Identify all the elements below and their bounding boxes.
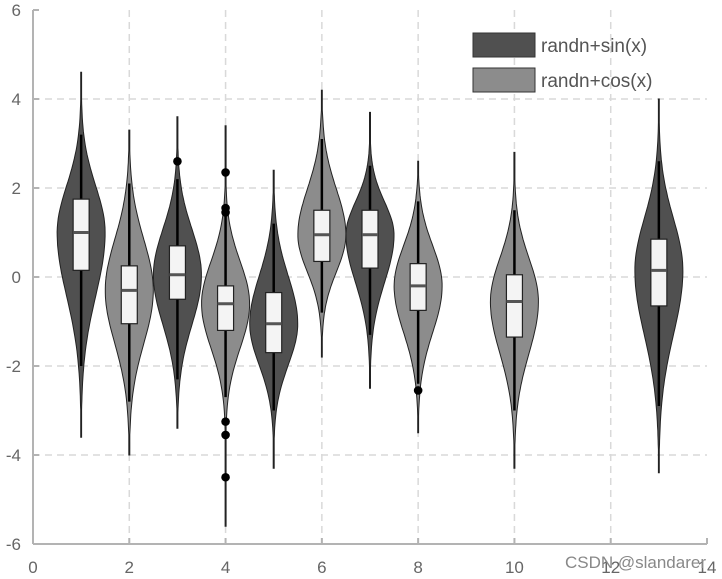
x-tick-label: 2 — [125, 558, 134, 577]
y-tick-label: 4 — [12, 90, 21, 109]
y-tick-label: 0 — [12, 268, 21, 287]
legend: randn+sin(x) randn+cos(x) — [472, 32, 652, 93]
violin-outlier — [221, 472, 230, 482]
violin-outlier — [221, 208, 230, 217]
legend-swatch-sin — [472, 32, 536, 58]
violin-outlier — [221, 417, 230, 426]
violin-box — [120, 265, 138, 325]
violin-box — [650, 238, 668, 307]
violin-box — [168, 245, 187, 300]
x-tick-label: 12 — [601, 558, 620, 577]
violin-box — [361, 209, 379, 269]
y-tick-label: -4 — [6, 446, 21, 465]
x-tick-label: 8 — [413, 558, 422, 577]
x-tick-label: 4 — [221, 558, 230, 577]
violin-box — [505, 274, 524, 338]
violin-outlier — [413, 386, 423, 395]
y-tick-label: -2 — [6, 357, 21, 376]
legend-label-sin: randn+sin(x) — [541, 36, 647, 57]
y-tick-label: 2 — [12, 179, 21, 198]
legend-swatch-cos — [472, 67, 536, 93]
watermark: CSDN @slandarer — [564, 553, 706, 572]
violin-box — [72, 198, 90, 271]
tick-labels: 0 2 4 6 8 10 12 14 -6 -4 -2 0 2 4 6 — [6, 1, 717, 577]
violin-outlier — [221, 430, 230, 440]
y-tick-label: -6 — [6, 535, 21, 554]
axes — [32, 9, 708, 545]
x-tick-label: 10 — [505, 558, 524, 577]
violin-outlier — [173, 157, 182, 166]
violin-box — [216, 285, 235, 331]
x-tick-label: 0 — [28, 558, 37, 577]
violins — [56, 71, 684, 527]
legend-label-cos: randn+cos(x) — [541, 71, 652, 92]
y-tick-label: 6 — [12, 1, 21, 20]
x-tick-label: 6 — [317, 558, 326, 577]
violin-outlier — [221, 168, 230, 177]
x-tick-label: 14 — [698, 558, 717, 577]
